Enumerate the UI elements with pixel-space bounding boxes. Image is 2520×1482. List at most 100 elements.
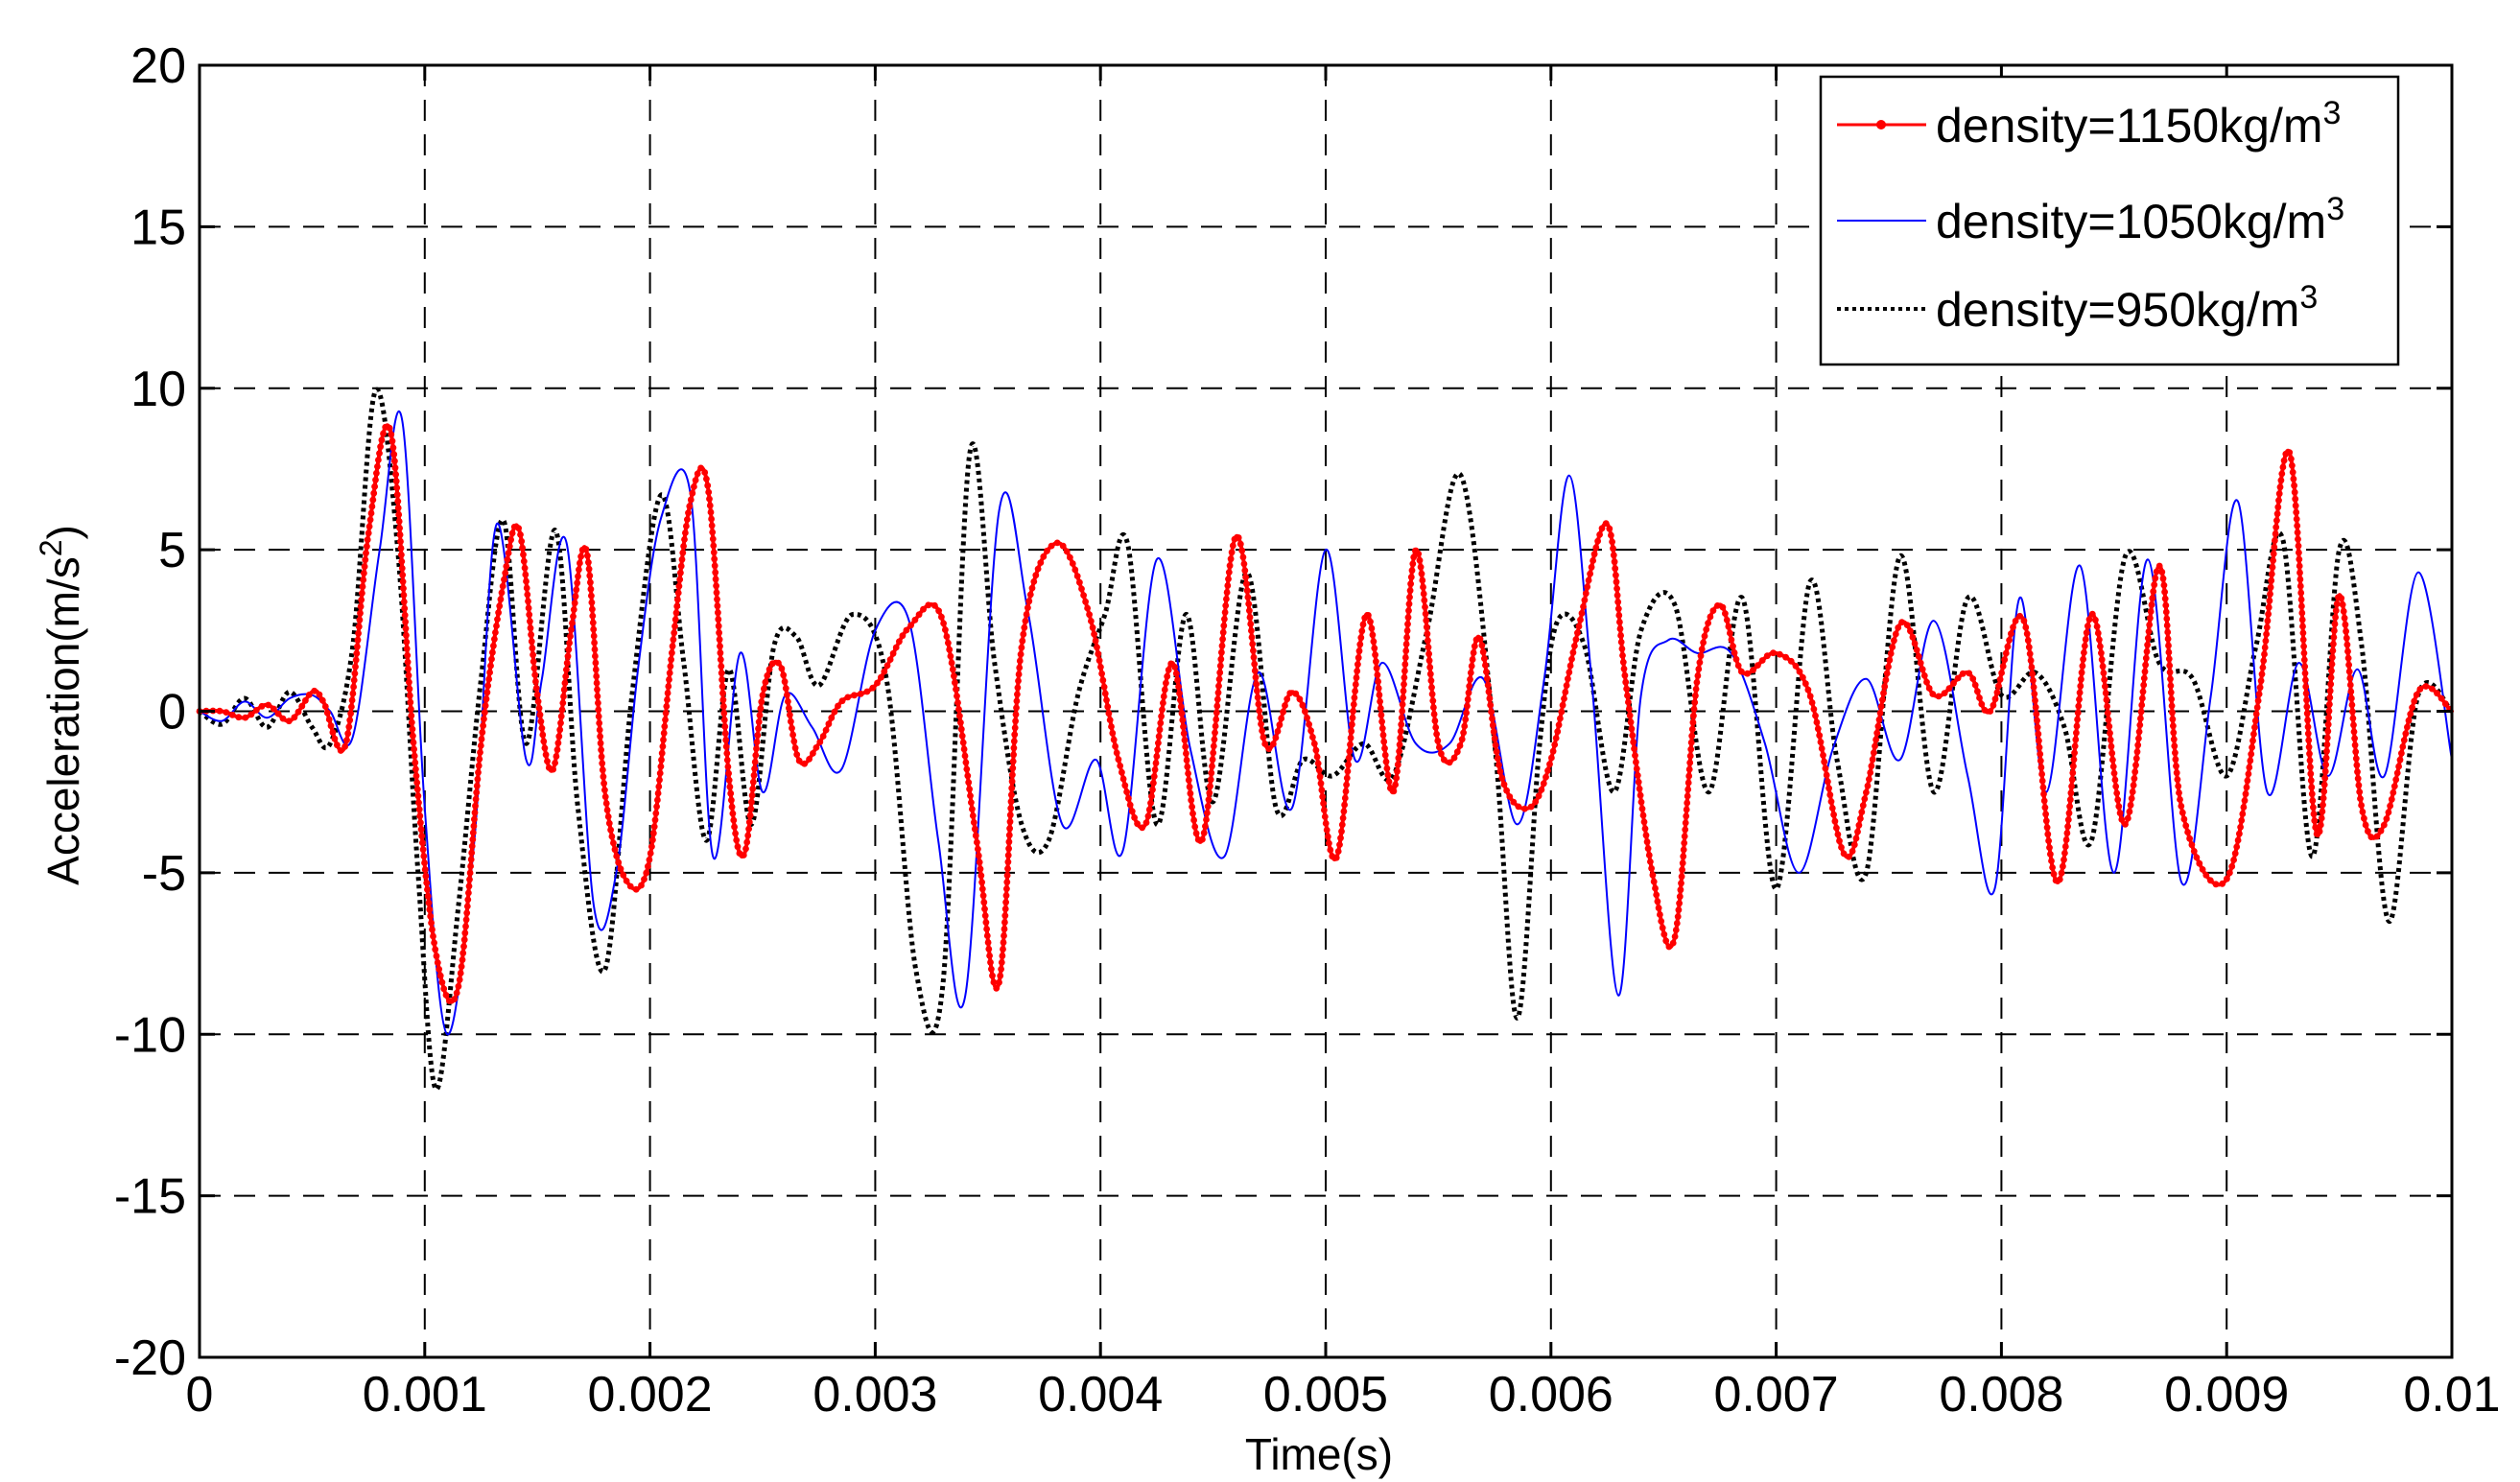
marker-point [706, 495, 713, 503]
marker-point [713, 582, 719, 590]
marker-point [1434, 737, 1442, 744]
marker-point [641, 876, 648, 882]
marker-point [716, 636, 723, 644]
marker-point [1241, 567, 1249, 575]
marker-point [1355, 647, 1363, 655]
marker-point [1254, 694, 1261, 701]
marker-point [605, 819, 613, 827]
marker-point [1084, 604, 1091, 612]
marker-point [1639, 812, 1647, 819]
marker-point [2272, 530, 2279, 537]
marker-point [611, 846, 619, 854]
marker-point [1385, 778, 1393, 786]
marker-point [2296, 549, 2302, 556]
marker-point [1401, 661, 1409, 668]
marker-point [1213, 709, 1220, 717]
marker-point [968, 799, 975, 806]
marker-point [1616, 619, 1623, 625]
marker-point [1578, 609, 1586, 617]
marker-point [2130, 782, 2137, 788]
marker-point [1731, 649, 1738, 656]
marker-point [1535, 792, 1543, 800]
marker-point [662, 710, 670, 717]
marker-point [1917, 659, 1924, 667]
marker-point [2262, 637, 2270, 645]
marker-point [652, 810, 660, 817]
marker-point [1352, 681, 1359, 688]
marker-point [398, 558, 406, 565]
marker-point [705, 488, 713, 496]
marker-point [1078, 585, 1085, 593]
marker-point [2109, 756, 2116, 764]
marker-point [1763, 652, 1771, 660]
marker-point [976, 859, 983, 866]
x-tick-label: 0.001 [363, 1367, 487, 1423]
marker-point [1428, 691, 1436, 697]
marker-point [2159, 575, 2167, 582]
marker-point [535, 704, 543, 712]
marker-point [728, 796, 735, 804]
marker-point [216, 707, 224, 715]
marker-point [2063, 830, 2071, 836]
marker-point [2343, 627, 2350, 635]
marker-point [2367, 834, 2375, 840]
marker-point [1204, 810, 1211, 816]
marker-point [588, 592, 595, 600]
marker-point [1013, 697, 1021, 705]
marker-point [1659, 924, 1666, 931]
marker-point [784, 692, 790, 698]
marker-point [1101, 690, 1109, 697]
marker-point [2326, 700, 2333, 708]
marker-point [1251, 660, 1259, 668]
marker-point [2305, 743, 2313, 751]
marker-point [491, 635, 498, 643]
marker-point [1001, 932, 1007, 939]
marker-point [1383, 765, 1391, 772]
marker-point [1730, 643, 1736, 650]
marker-point [1913, 647, 1920, 653]
marker-point [519, 544, 526, 552]
marker-point [2022, 623, 2030, 631]
marker-point [1028, 584, 1036, 592]
marker-point [345, 723, 353, 731]
marker-point [587, 578, 594, 586]
marker-point [2377, 827, 2385, 835]
marker-point [1596, 531, 1603, 538]
marker-point [2081, 649, 2087, 656]
marker-point [1623, 685, 1630, 693]
marker-point [984, 939, 992, 946]
marker-point [1855, 821, 1863, 829]
marker-point [1640, 818, 1648, 826]
marker-point [1105, 710, 1113, 717]
marker-point [602, 800, 610, 807]
marker-point [532, 678, 539, 685]
marker-point [1377, 705, 1384, 712]
marker-point [757, 705, 765, 713]
markers-series-1150 [196, 423, 2454, 1004]
marker-point [2032, 703, 2039, 711]
marker-point [2040, 790, 2047, 798]
marker-point [701, 469, 709, 476]
marker-point [1744, 670, 1751, 677]
y-tick-label: -5 [142, 846, 186, 902]
marker-point [372, 476, 379, 483]
marker-point [1223, 596, 1230, 602]
marker-point [590, 632, 598, 640]
marker-point [2263, 623, 2271, 631]
marker-point [465, 882, 473, 890]
marker-point [1180, 723, 1187, 730]
marker-point [2004, 643, 2012, 650]
marker-point [1782, 653, 1789, 661]
marker-point [388, 431, 395, 438]
marker-point [563, 659, 571, 667]
marker-point [753, 745, 760, 752]
marker-point [465, 889, 472, 897]
marker-point [1830, 811, 1837, 818]
marker-point [1544, 767, 1551, 774]
marker-point [1649, 871, 1657, 879]
marker-point [1164, 672, 1171, 680]
marker-point [1216, 669, 1224, 676]
marker-point [2072, 736, 2080, 743]
marker-point [2049, 864, 2057, 871]
marker-point [1007, 805, 1015, 812]
